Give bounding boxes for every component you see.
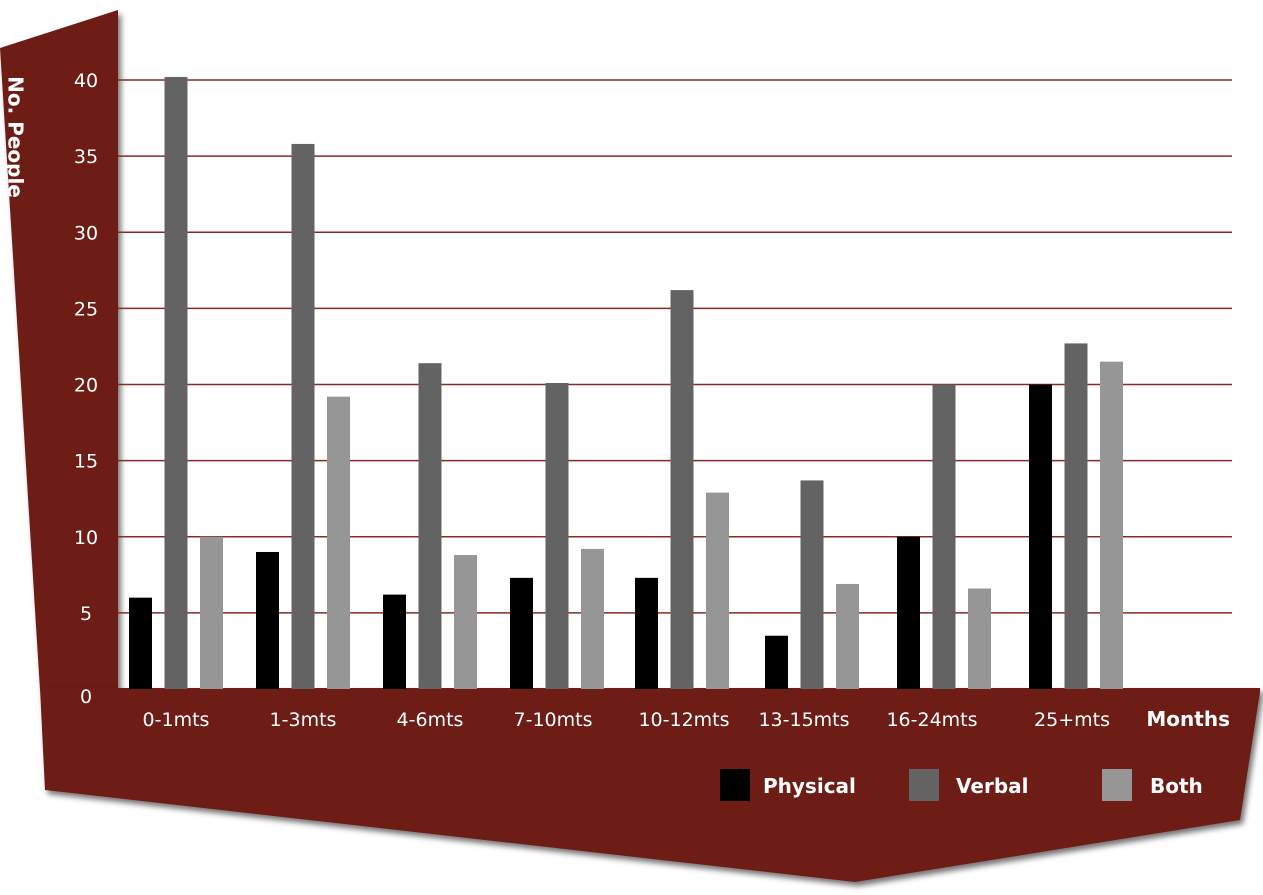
legend-swatch-both [1102, 769, 1132, 801]
legend-swatch-physical [720, 769, 750, 801]
bars [129, 76, 1123, 689]
bar-verbal-4-6mts [418, 363, 442, 689]
y-tick-label: 40 [74, 70, 98, 92]
y-axis-label: No. People [4, 76, 28, 198]
bar-verbal-13-15mts [800, 480, 824, 689]
y-tick-label: 15 [74, 451, 98, 473]
bar-both-1-3mts [327, 396, 350, 689]
x-category-label: 16-24mts [886, 709, 977, 731]
x-category-label: 7-10mts [514, 709, 593, 731]
bar-physical-7-10mts [510, 577, 533, 689]
bar-both-4-6mts [454, 555, 477, 689]
x-category-label: 10-12mts [638, 709, 729, 731]
y-axis-ticks: 0 5 10 15 20 25 30 35 40 [74, 70, 98, 708]
legend: Physical Verbal Both [720, 769, 1203, 801]
bar-verbal-1-3mts [291, 143, 315, 689]
bar-physical-13-15mts [765, 635, 788, 689]
bar-physical-10-12mts [635, 577, 658, 689]
bar-verbal-16-24mts [932, 384, 956, 689]
y-tick-label: 0 [80, 686, 92, 708]
bar-physical-16-24mts [897, 536, 920, 689]
x-category-label: 25+mts [1034, 709, 1110, 731]
y-tick-label: 10 [74, 527, 98, 549]
x-category-label: 1-3mts [270, 709, 337, 731]
bar-verbal-7-10mts [545, 382, 569, 689]
bar-both-25+mts [1100, 361, 1123, 689]
bar-physical-1-3mts [256, 551, 279, 689]
chart-backdrop-bottom [40, 688, 1260, 882]
bar-both-16-24mts [968, 588, 991, 689]
bar-both-0-1mts [200, 536, 223, 689]
bar-verbal-10-12mts [670, 290, 694, 689]
bar-physical-4-6mts [383, 594, 406, 689]
x-category-label: 13-15mts [758, 709, 849, 731]
bar-verbal-25+mts [1064, 343, 1088, 689]
legend-label-verbal: Verbal [956, 774, 1028, 798]
y-tick-label: 35 [74, 146, 98, 168]
chart-backdrop-left [0, 10, 118, 690]
x-axis-label: Months [1146, 707, 1230, 731]
x-axis-categories: 0-1mts 1-3mts 4-6mts 7-10mts 10-12mts 13-15mt… [143, 709, 1110, 731]
bar-both-13-15mts [836, 583, 859, 689]
legend-label-physical: Physical [763, 774, 856, 798]
bar-both-10-12mts [706, 492, 729, 689]
x-category-label: 4-6mts [397, 709, 464, 731]
legend-swatch-verbal [909, 769, 939, 801]
legend-label-both: Both [1150, 774, 1203, 798]
x-category-label: 0-1mts [143, 709, 210, 731]
bar-physical-0-1mts [129, 597, 152, 689]
y-tick-label: 5 [80, 603, 92, 625]
y-tick-label: 25 [74, 298, 98, 320]
bar-both-7-10mts [581, 548, 604, 689]
y-tick-label: 30 [74, 222, 98, 244]
bar-verbal-0-1mts [164, 76, 188, 689]
y-tick-label: 20 [74, 375, 98, 397]
bar-physical-25+mts [1029, 384, 1052, 689]
